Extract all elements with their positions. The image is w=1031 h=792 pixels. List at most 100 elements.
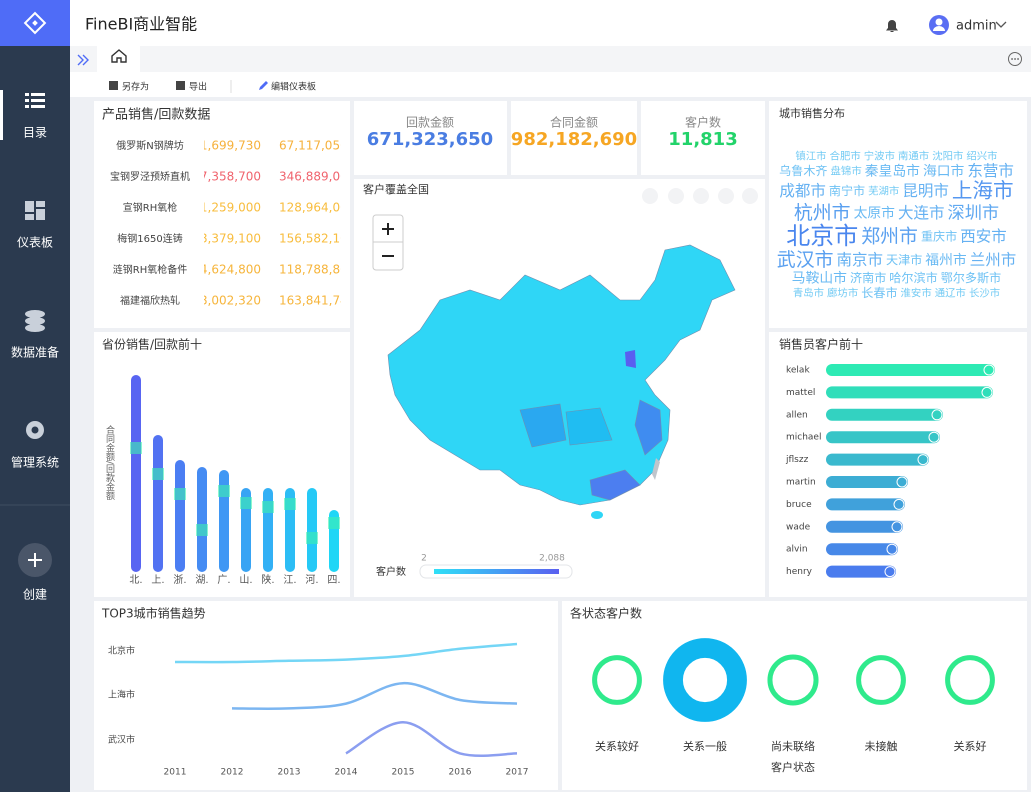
bar <box>826 431 940 444</box>
y-tick-label: bruce <box>786 500 812 510</box>
toolbar <box>70 72 1031 97</box>
trend-line <box>231 681 518 711</box>
kpi-value: 671,323,650 <box>367 129 493 150</box>
nav-admin[interactable]: 管理系统 <box>11 455 59 470</box>
kpi-label: 合同金额 <box>550 115 598 130</box>
bar <box>131 375 141 572</box>
city-word: 乌鲁木齐 <box>779 163 827 178</box>
bar-end <box>917 454 929 466</box>
series-label: 上海市 <box>108 689 135 701</box>
x-tick-label: 2011 <box>164 768 187 778</box>
sales-amount: 8,379,100 <box>200 232 261 246</box>
edit-icon <box>259 81 268 90</box>
marker <box>262 501 274 513</box>
series-label: 武汉市 <box>108 734 135 746</box>
bar-end <box>928 431 940 443</box>
menu-icon <box>25 93 45 108</box>
return-amount: 118,788,800 <box>279 263 355 277</box>
city-word: 通辽市 <box>935 287 966 300</box>
y-tick-label: alvin <box>786 545 808 555</box>
expand-button[interactable] <box>77 54 89 66</box>
y-tick-label: kelak <box>786 366 810 376</box>
map-export[interactable] <box>742 188 758 204</box>
map-region[interactable] <box>634 399 663 456</box>
city-word: 武汉市 <box>777 249 834 271</box>
bar <box>826 364 995 376</box>
kpi-label: 回款金额 <box>406 115 454 130</box>
bar <box>826 543 898 556</box>
city-word: 哈尔滨市 <box>889 270 937 285</box>
x-tick-label: 四. <box>327 575 340 586</box>
edit-dashboard-button[interactable]: 编辑仪表板 <box>271 81 316 93</box>
x-tick-label: 2015 <box>392 768 415 778</box>
bar-end <box>896 476 908 488</box>
legend-max: 2,088 <box>539 554 565 564</box>
map-region[interactable] <box>519 403 567 448</box>
bell-icon[interactable] <box>886 20 898 32</box>
city-word: 长春市 <box>861 285 897 300</box>
save-as-button[interactable]: 另存为 <box>122 81 149 93</box>
city-word: 宁波市 <box>864 150 895 163</box>
city-word: 杭州市 <box>794 202 851 224</box>
sales-amount: 4,624,800 <box>200 263 261 277</box>
create-label[interactable]: 创建 <box>23 588 47 602</box>
city-word: 福州市 <box>925 251 967 268</box>
map-filter[interactable] <box>693 188 709 204</box>
x-tick-label: 关系好 <box>954 739 987 753</box>
marker <box>130 442 142 454</box>
user-dropdown[interactable] <box>995 21 1007 28</box>
city-word: 太原市 <box>854 204 896 221</box>
bar <box>263 488 273 572</box>
home-icon <box>111 49 127 63</box>
bar <box>826 453 929 466</box>
donut <box>663 638 747 722</box>
kpi-label: 客户数 <box>685 115 721 130</box>
return-amount: 163,841,740 <box>279 294 355 308</box>
panel-title: 省份销售/回款前十 <box>102 337 202 352</box>
city-word: 秦皇岛市 <box>865 163 920 180</box>
map-back[interactable] <box>642 188 658 204</box>
marker <box>196 524 208 536</box>
x-tick-label: 尚未联络 <box>771 739 815 753</box>
y-tick-label: henry <box>786 567 813 577</box>
city-word: 郑州市 <box>861 225 918 247</box>
y-tick-label: jflszz <box>785 455 809 465</box>
return-amount: 156,582,100 <box>279 232 355 246</box>
return-amount: 67,117,050 <box>279 139 348 153</box>
x-tick-label: 2013 <box>278 768 301 778</box>
sales-amount: 51,699,730 <box>192 139 261 153</box>
city-word: 重庆市 <box>921 228 957 243</box>
city-word: 成都市 <box>779 182 826 200</box>
zoom-in[interactable] <box>382 223 394 235</box>
y-tick-label: allen <box>786 410 808 420</box>
marker <box>306 532 318 544</box>
export-icon <box>176 81 185 90</box>
nav-dashboard[interactable]: 仪表板 <box>17 236 53 250</box>
map-layer[interactable] <box>718 188 734 204</box>
nav-catalog[interactable]: 目录 <box>23 126 47 140</box>
map-fullscreen[interactable] <box>668 188 684 204</box>
map-region[interactable] <box>589 469 641 501</box>
product-name: 宣钢RH氧枪 <box>123 201 177 214</box>
city-word: 北京市 <box>786 222 858 250</box>
nav-data-prep[interactable]: 数据准备 <box>11 345 59 360</box>
map-region[interactable] <box>625 350 636 368</box>
donut <box>945 655 995 705</box>
map-region[interactable] <box>565 407 613 446</box>
city-word: 兰州市 <box>970 251 1017 269</box>
more-button[interactable] <box>1008 52 1022 66</box>
city-word: 青岛市 <box>793 287 824 300</box>
y-tick-label: martin <box>786 478 816 488</box>
bar-end <box>891 521 903 533</box>
bar <box>197 467 207 572</box>
city-word: 南京市 <box>837 251 884 269</box>
export-button[interactable]: 导出 <box>189 81 207 93</box>
map-region[interactable] <box>591 511 603 519</box>
panel-title: 各状态客户数 <box>570 606 642 621</box>
city-word: 马鞍山市 <box>792 270 847 287</box>
return-amount: 128,964,000 <box>279 201 355 215</box>
user-name[interactable]: admin <box>956 19 997 34</box>
x-tick-label: 陕. <box>261 573 274 586</box>
x-tick-label: 2014 <box>335 768 358 778</box>
map-region[interactable] <box>652 458 660 480</box>
